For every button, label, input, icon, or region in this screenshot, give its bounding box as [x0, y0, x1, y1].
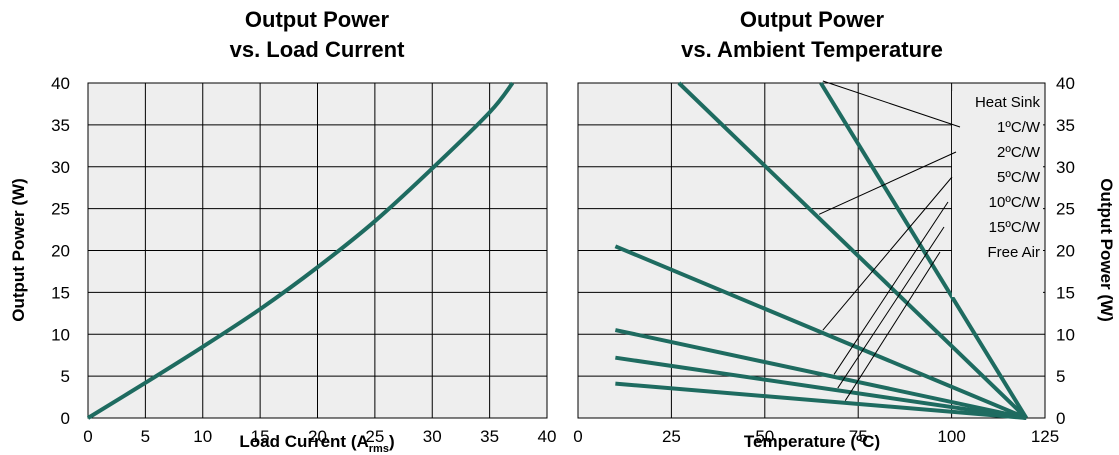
right-x-tick-label: 50: [755, 427, 774, 446]
left-y-tick-label: 10: [51, 325, 70, 344]
right-series-line-4: [615, 355, 1027, 420]
legend-leader-line: [844, 251, 941, 401]
right-x-tick-label: 125: [1031, 427, 1059, 446]
right-y-tick-label: 5: [1056, 367, 1065, 386]
left-y-tick-label: 25: [51, 200, 70, 219]
legend-title: Heat Sink: [975, 94, 1041, 111]
legend-leader-line: [818, 151, 957, 215]
right-series-line-0: [819, 81, 1029, 420]
chart-load-current: Output Power vs. Load Current 0 5 10 15 20 25…: [9, 7, 556, 455]
legend-label: 15ºC/W: [989, 219, 1041, 236]
legend: Heat Sink 1ºC/W 2ºC/W 5ºC/W 10ºC/W 15ºC/W Free…: [818, 80, 1041, 401]
left-x-tick-label: 40: [538, 427, 557, 446]
legend-label: Free Air: [987, 244, 1040, 261]
left-x-tick-label: 5: [141, 427, 150, 446]
legend-leader-line: [837, 226, 945, 389]
legend-leader-line: [822, 80, 961, 128]
right-y-tick-label: 0: [1056, 409, 1065, 428]
right-y-tick-label: 20: [1056, 242, 1075, 261]
right-chart-title-line2: vs. Ambient Temperature: [681, 37, 943, 62]
legend-leader-line: [833, 201, 949, 375]
legend-label: 5ºC/W: [997, 169, 1041, 186]
right-y-tick-label: 25: [1056, 200, 1075, 219]
right-x-tick-label: 100: [937, 427, 965, 446]
right-series-line-5: [615, 381, 1027, 420]
left-y-tick-label: 0: [61, 409, 70, 428]
left-x-tick-label: 0: [83, 427, 92, 446]
right-series-line-1: [677, 81, 1028, 420]
left-chart-title-line1: Output Power: [245, 7, 390, 32]
left-y-tick-label: 5: [61, 367, 70, 386]
right-y-tick-label: 15: [1056, 283, 1075, 302]
left-y-tick-label: 15: [51, 283, 70, 302]
right-x-tick-label: 25: [662, 427, 681, 446]
left-y-tick-label: 40: [51, 74, 70, 93]
right-series: [614, 81, 1029, 420]
chart-ambient-temperature: Output Power vs. Ambient Temperature 0 25…: [573, 7, 1116, 451]
left-x-axis-label-subscript: rms: [369, 443, 389, 455]
right-x-axis-label: Temperature (ºC): [744, 432, 880, 451]
left-y-axis-label: Output Power (W): [9, 178, 28, 322]
left-x-tick-label: 15: [251, 427, 270, 446]
left-x-tick-label: 25: [365, 427, 384, 446]
left-y-tick-label: 20: [51, 242, 70, 261]
left-x-tick-label: 30: [423, 427, 442, 446]
left-y-tick-label: 35: [51, 116, 70, 135]
right-y-axis-label: Output Power (W): [1097, 178, 1116, 322]
right-x-tick-label: 75: [849, 427, 868, 446]
left-series: [86, 81, 515, 420]
right-chart-title-line1: Output Power: [740, 7, 885, 32]
right-grid: [577, 82, 1046, 419]
left-series-line-0: [86, 81, 515, 420]
left-x-axis-label-main: Load Current (A: [239, 432, 368, 451]
right-y-tick-label: 10: [1056, 325, 1075, 344]
left-chart-title-line2: vs. Load Current: [230, 37, 405, 62]
left-y-tick-label: 30: [51, 158, 70, 177]
left-x-axis-label-close: ): [389, 432, 395, 451]
left-x-tick-label: 20: [308, 427, 327, 446]
legend-label: 1ºC/W: [997, 119, 1041, 136]
right-x-tick-label: 0: [573, 427, 582, 446]
right-y-tick-label: 40: [1056, 74, 1075, 93]
left-tick-labels: 0 5 10 15 20 25 30 35 40 0 5 10 15 20 25 30 35 40: [51, 74, 556, 446]
legend-label: 10ºC/W: [989, 194, 1041, 211]
legend-leader-line: [822, 176, 953, 331]
right-series-line-2: [614, 244, 1028, 420]
legend-label: 2ºC/W: [997, 144, 1041, 161]
legend-box: [952, 91, 1043, 297]
right-y-tick-label: 30: [1056, 158, 1075, 177]
right-series-line-3: [614, 328, 1027, 420]
left-x-tick-label: 35: [480, 427, 499, 446]
left-x-axis-label: Load Current (Arms): [239, 432, 394, 455]
left-x-tick-label: 10: [193, 427, 212, 446]
left-grid: [87, 82, 548, 419]
right-y-tick-label: 35: [1056, 116, 1075, 135]
